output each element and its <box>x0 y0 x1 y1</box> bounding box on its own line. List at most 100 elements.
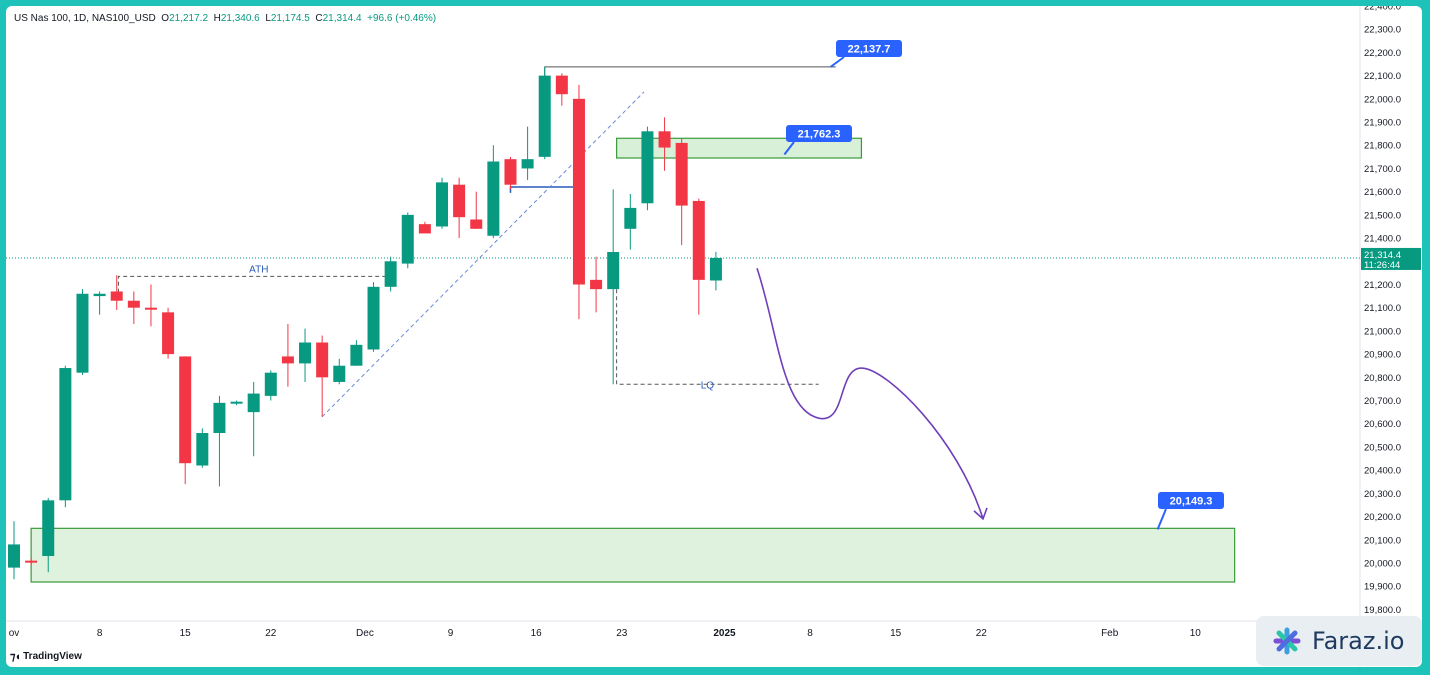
candle-body <box>76 293 89 373</box>
time-tick-label: 15 <box>180 628 192 639</box>
watermark-label: Faraz.io <box>1312 627 1405 655</box>
candle[interactable] <box>453 177 466 239</box>
last-price-countdown: 11:26:44 <box>1364 260 1400 271</box>
candle[interactable] <box>76 289 89 375</box>
candle[interactable] <box>367 282 380 352</box>
candle[interactable] <box>247 381 260 457</box>
grid <box>6 6 1422 667</box>
ath-line[interactable] <box>117 275 395 293</box>
price-tick-label: 22,300.0 <box>1364 25 1401 36</box>
candle-body <box>709 257 722 281</box>
candle[interactable] <box>93 291 106 315</box>
candle[interactable] <box>230 400 243 406</box>
symbol-title[interactable]: US Nas 100, 1D, NAS100_USD <box>14 13 156 24</box>
candle[interactable] <box>127 291 140 324</box>
candle[interactable] <box>110 275 123 311</box>
price-tick-label: 20,400.0 <box>1364 466 1401 477</box>
lq-line[interactable] <box>616 261 819 385</box>
last-price-badge[interactable]: 21,314.411:26:44 <box>1361 247 1421 271</box>
candle-body <box>470 219 483 229</box>
high-price-label-pointer <box>830 56 845 68</box>
candle[interactable] <box>25 558 38 566</box>
candle[interactable] <box>487 145 500 239</box>
candle-body <box>453 184 466 218</box>
labels: 22,137.7 21,762.3 20,149.3 ATH LQ <box>249 40 1224 530</box>
price-tick-label: 21,200.0 <box>1364 280 1401 291</box>
break-line[interactable] <box>509 186 574 193</box>
candle-body <box>607 252 620 290</box>
high-line[interactable] <box>544 66 836 76</box>
candle[interactable] <box>350 340 363 366</box>
candle[interactable] <box>281 323 294 387</box>
candle[interactable] <box>8 521 20 580</box>
price-tick-label: 21,000.0 <box>1364 326 1401 337</box>
candle[interactable] <box>538 66 551 160</box>
candle[interactable] <box>590 256 603 313</box>
candle[interactable] <box>607 189 620 385</box>
candle[interactable] <box>521 126 534 181</box>
candle[interactable] <box>59 365 72 508</box>
last-price-badge-bg <box>1361 247 1421 270</box>
change-value: +96.6 (+0.46%) <box>367 13 437 24</box>
candle[interactable] <box>179 356 192 485</box>
candle-body <box>213 402 226 434</box>
price-tick-label: 20,300.0 <box>1364 489 1401 500</box>
candle[interactable] <box>709 251 722 291</box>
candle-body <box>127 300 140 308</box>
high-price-label[interactable]: 22,137.7 <box>830 40 902 68</box>
demand-zone-label[interactable]: 20,149.3 <box>1156 492 1224 530</box>
price-tick-label: 21,500.0 <box>1364 210 1401 221</box>
candle[interactable] <box>196 428 209 468</box>
candle-body <box>436 182 448 227</box>
candle[interactable] <box>384 256 397 292</box>
candle-body <box>658 131 671 148</box>
price-tick-label: 20,600.0 <box>1364 419 1401 430</box>
candle[interactable] <box>401 212 414 269</box>
low-value: 21,174.5 <box>270 13 310 24</box>
candle[interactable] <box>333 358 346 385</box>
lq-label: LQ <box>701 380 715 391</box>
candle-body <box>624 207 637 229</box>
candle[interactable] <box>144 284 157 327</box>
chart-frame: 19,800.0 19,900.0 20,000.0 20,100.0 20,200.0… <box>6 6 1422 667</box>
price-tick-label: 22,200.0 <box>1364 48 1401 59</box>
price-axis[interactable]: 19,800.0 19,900.0 20,000.0 20,100.0 20,200.0… <box>1361 6 1421 616</box>
candle[interactable] <box>692 198 705 315</box>
time-tick-label: Dec <box>356 628 374 639</box>
candle[interactable] <box>572 84 585 320</box>
supply-zone-label[interactable]: 21,762.3 <box>783 125 852 156</box>
candle[interactable] <box>213 395 226 487</box>
candle[interactable] <box>264 370 277 401</box>
candle[interactable] <box>436 177 448 229</box>
candle[interactable] <box>418 221 431 234</box>
demand-zone[interactable] <box>30 527 1236 583</box>
tradingview-icon: ⁊◖ <box>10 651 21 663</box>
supply-zone-label-pointer <box>783 141 795 156</box>
candle[interactable] <box>675 138 688 246</box>
candle-body <box>555 75 568 95</box>
price-chart[interactable]: 19,800.0 19,900.0 20,000.0 20,100.0 20,200.0… <box>6 6 1422 667</box>
price-tick-label: 20,500.0 <box>1364 442 1401 453</box>
candle[interactable] <box>299 328 312 382</box>
time-tick-label: Feb <box>1101 628 1119 639</box>
candle[interactable] <box>470 191 483 229</box>
supply-zone-label-box <box>786 125 852 142</box>
candle[interactable] <box>504 156 517 190</box>
candle[interactable] <box>641 126 654 211</box>
price-tick-label: 20,000.0 <box>1364 558 1401 569</box>
candle-body <box>179 356 192 464</box>
zones <box>30 137 1236 583</box>
trendline[interactable] <box>321 91 645 418</box>
candle-body <box>572 98 585 285</box>
candle[interactable] <box>658 117 671 171</box>
candle[interactable] <box>555 73 568 106</box>
projection-path[interactable] <box>756 267 984 520</box>
candle[interactable] <box>42 498 55 573</box>
time-axis[interactable]: ov 8 15 22 Dec 9 16 23 2025 8 15 22 Feb 10 <box>9 628 1202 639</box>
tradingview-logo[interactable]: ⁊◖ TradingView <box>10 650 82 663</box>
candle[interactable] <box>624 193 637 250</box>
candle[interactable] <box>162 307 175 359</box>
candle-body <box>418 224 431 234</box>
candle[interactable] <box>316 335 329 417</box>
time-tick-label: ov <box>9 628 20 639</box>
